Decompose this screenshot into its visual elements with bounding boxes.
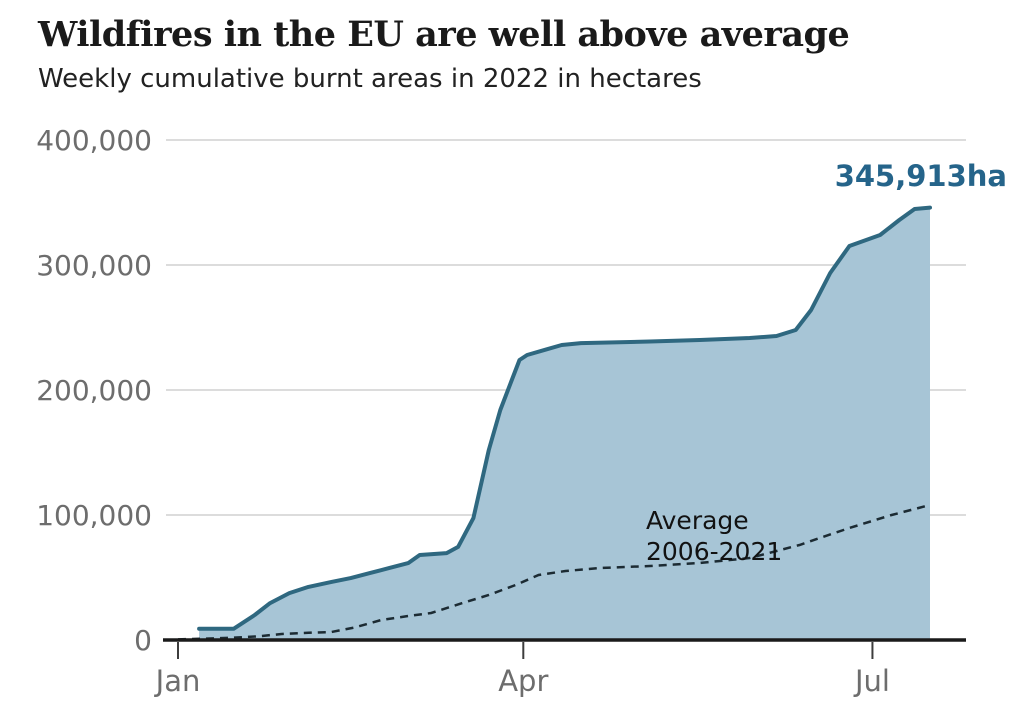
burnt-area-2022-line (197, 205, 932, 631)
y-tick-label: 400,000 (36, 124, 152, 157)
burnt-area-2022-fill (199, 207, 931, 640)
y-tick-label: 0 (134, 624, 152, 657)
average-annotation-line1: Average (646, 506, 749, 535)
chart-subtitle: Weekly cumulative burnt areas in 2022 in… (38, 64, 702, 94)
x-tick-label: Jul (853, 664, 890, 698)
y-tick-label: 200,000 (36, 374, 152, 407)
x-tick-label: Apr (498, 664, 548, 698)
average-annotation: Average 2006-2021 (646, 505, 782, 567)
end-value-label: 345,913ha (834, 159, 1007, 193)
y-tick-label: 100,000 (36, 499, 152, 532)
chart-title: Wildfires in the EU are well above avera… (38, 14, 850, 55)
average-2006-2021-line (177, 503, 931, 641)
x-tick-label: Jan (154, 664, 201, 698)
y-tick-label: 300,000 (36, 249, 152, 282)
average-annotation-line2: 2006-2021 (646, 537, 783, 566)
